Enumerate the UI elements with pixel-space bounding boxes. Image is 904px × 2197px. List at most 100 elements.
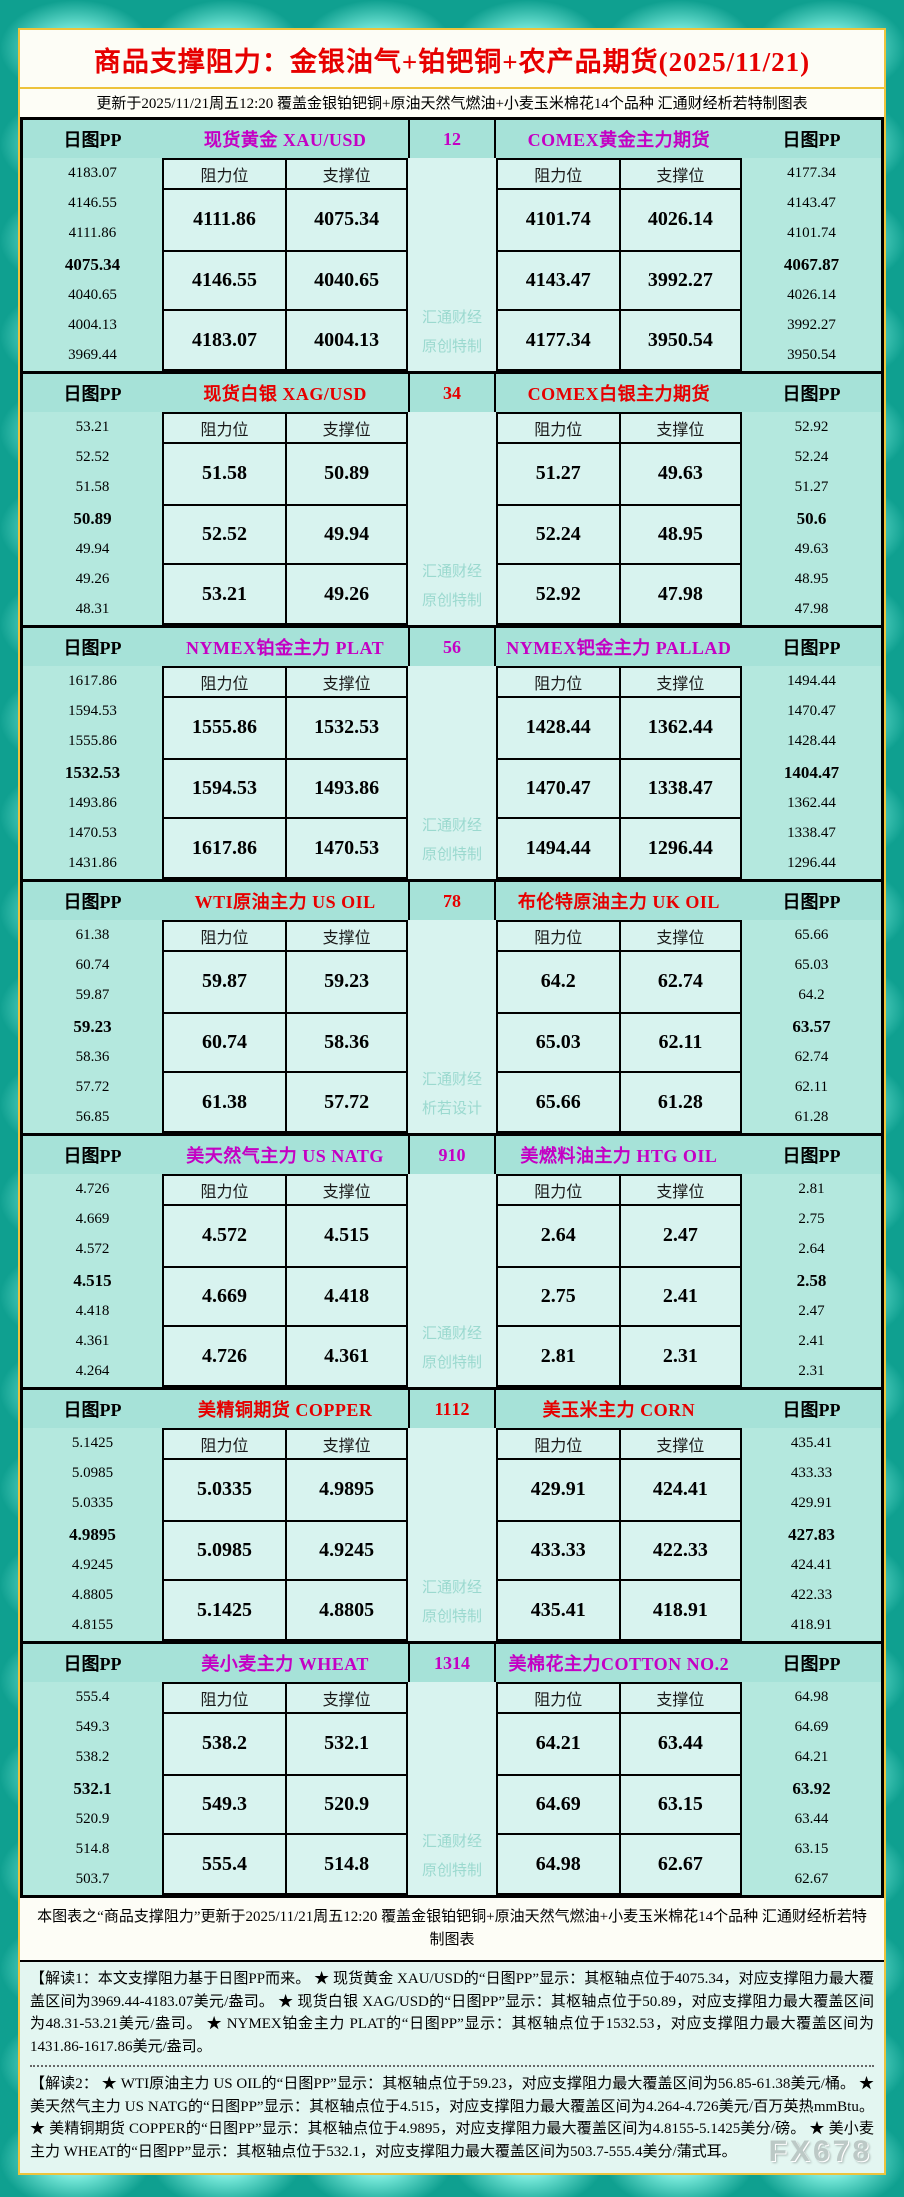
resistance-header: 阻力位 bbox=[200, 1438, 249, 1455]
pp-level-value: 61.28 bbox=[794, 1109, 829, 1126]
section-body: 4183.07 4146.55 4111.86 4075.34 4040.65 4004.… bbox=[23, 158, 881, 371]
watermark-line-2: 原创特制 bbox=[421, 592, 482, 609]
level-row: 52.24 48.95 bbox=[497, 503, 740, 564]
interpretation-box: 【解读1：本文支撑阻力基于日图PP而来。 ★ 现货黄金 XAU/USD的“日图P… bbox=[20, 1960, 884, 2173]
pp-level-value: 59.87 bbox=[75, 986, 110, 1003]
pp-level-value: 1296.44 bbox=[787, 855, 836, 872]
support-value: 422.33 bbox=[618, 1521, 740, 1580]
pp-level-value: 2.41 bbox=[798, 1333, 825, 1350]
pp-level-value: 514.8 bbox=[75, 1841, 110, 1858]
levels-table-header: 阻力位 支撑位 bbox=[497, 922, 740, 952]
support-value: 2.41 bbox=[618, 1267, 740, 1326]
pp-level-value: 4026.14 bbox=[787, 287, 836, 304]
section-header-band: 日图PP 美小麦主力 WHEAT 13 14 美棉花主力COTTON NO.2 … bbox=[23, 1644, 881, 1682]
support-value: 48.95 bbox=[618, 505, 740, 564]
level-row: 51.58 50.89 bbox=[164, 444, 406, 504]
resistance-header: 阻力位 bbox=[534, 422, 583, 439]
instrument-title-right: 美燃料油主力 HTG OIL bbox=[520, 1146, 718, 1166]
pp-levels-right: 65.66 65.03 64.2 63.57 62.74 62.11 61.28 bbox=[741, 920, 881, 1133]
resistance-value: 60.74 bbox=[202, 1030, 248, 1053]
watermark-cell: 汇通财经 析若设计 bbox=[408, 920, 496, 1133]
pp-level-value: 4.361 bbox=[75, 1333, 110, 1350]
resistance-value: 2.81 bbox=[540, 1344, 576, 1367]
pp-pivot-value: 4.9895 bbox=[69, 1524, 116, 1544]
support-value: 63.15 bbox=[618, 1775, 740, 1834]
commodity-section: 日图PP WTI原油主力 US OIL 7 8 布伦特原油主力 UK OIL 日… bbox=[23, 879, 881, 1133]
pp-level-value: 48.95 bbox=[794, 571, 829, 588]
resistance-value: 1594.53 bbox=[192, 776, 258, 799]
resistance-header: 阻力位 bbox=[200, 422, 249, 439]
section-index-numbers: 3 4 bbox=[408, 374, 496, 412]
support-value: 514.8 bbox=[285, 1835, 406, 1893]
commodity-section: 日图PP 美小麦主力 WHEAT 13 14 美棉花主力COTTON NO.2 … bbox=[23, 1641, 881, 1895]
resistance-value: 5.1425 bbox=[197, 1598, 253, 1621]
pp-level-value: 52.92 bbox=[794, 418, 829, 435]
pp-pivot-value: 4075.34 bbox=[64, 254, 121, 274]
level-row: 4.572 4.515 bbox=[164, 1206, 406, 1266]
support-header: 支撑位 bbox=[285, 668, 406, 696]
support-value: 1470.53 bbox=[285, 819, 406, 877]
pp-levels-right: 2.81 2.75 2.64 2.58 2.47 2.41 2.31 bbox=[741, 1174, 881, 1387]
pp-pivot-value: 2.58 bbox=[796, 1270, 827, 1290]
pp-pivot-value: 4067.87 bbox=[783, 254, 840, 274]
pp-pivot-value: 59.23 bbox=[73, 1016, 112, 1036]
pp-level-value: 3969.44 bbox=[68, 347, 117, 364]
pp-level-value: 1431.86 bbox=[68, 855, 117, 872]
section-index-numbers: 5 6 bbox=[408, 628, 496, 666]
index-number-right: 14 bbox=[451, 1652, 470, 1673]
resistance-header: 阻力位 bbox=[200, 930, 249, 947]
brand-watermark-text: 汇通财经 原创特制 bbox=[422, 558, 482, 625]
section-header-band: 日图PP NYMEX铂金主力 PLAT 5 6 NYMEX钯金主力 PALLAD… bbox=[23, 628, 881, 666]
pp-levels-left: 53.21 52.52 51.58 50.89 49.94 49.26 48.31 bbox=[23, 412, 162, 625]
index-number-right: 8 bbox=[451, 890, 461, 911]
support-header: 支撑位 bbox=[285, 1430, 406, 1458]
section-body: 53.21 52.52 51.58 50.89 49.94 49.26 48.31 阻力位 … bbox=[23, 412, 881, 625]
watermark-line-2: 原创特制 bbox=[421, 1862, 482, 1879]
pp-level-value: 63.44 bbox=[794, 1811, 829, 1828]
resistance-value: 1494.44 bbox=[525, 836, 591, 859]
pp-pivot-value: 50.89 bbox=[73, 508, 112, 528]
section-body: 1617.86 1594.53 1555.86 1532.53 1493.86 1470.… bbox=[23, 666, 881, 879]
watermark-line-2: 原创特制 bbox=[421, 338, 482, 355]
resistance-value: 538.2 bbox=[202, 1732, 248, 1755]
commodity-section: 日图PP NYMEX铂金主力 PLAT 5 6 NYMEX钯金主力 PALLAD… bbox=[23, 625, 881, 879]
level-row: 2.64 2.47 bbox=[498, 1206, 740, 1266]
levels-rows-left: 5.0335 4.9895 5.0985 4.9245 5.1425 4.8805 bbox=[163, 1460, 407, 1639]
pp-level-value: 62.74 bbox=[794, 1049, 829, 1066]
support-value: 4040.65 bbox=[285, 251, 406, 310]
section-index-numbers: 11 12 bbox=[408, 1390, 496, 1428]
resistance-value: 52.52 bbox=[202, 522, 248, 545]
pp-pivot-value: 1532.53 bbox=[64, 762, 121, 782]
support-value: 2.47 bbox=[618, 1206, 740, 1266]
pp-level-value: 1494.44 bbox=[787, 672, 836, 689]
index-number-right: 6 bbox=[451, 636, 461, 657]
support-header: 支撑位 bbox=[285, 414, 406, 442]
pp-level-value: 2.75 bbox=[798, 1210, 825, 1227]
levels-table-right: 阻力位 支撑位 4101.74 4026.14 4143.47 3992.27 4177… bbox=[495, 158, 742, 371]
levels-table-header: 阻力位 支撑位 bbox=[163, 414, 407, 444]
section-header-band: 日图PP 现货白银 XAG/USD 3 4 COMEX白银主力期货 日图PP bbox=[23, 374, 881, 412]
pp-header-right: 日图PP bbox=[782, 1146, 841, 1166]
support-value: 58.36 bbox=[285, 1013, 406, 1072]
dotted-separator bbox=[30, 2065, 874, 2067]
levels-rows-left: 51.58 50.89 52.52 49.94 53.21 49.26 bbox=[163, 444, 407, 623]
pp-level-value: 4143.47 bbox=[787, 194, 836, 211]
level-row: 538.2 532.1 bbox=[164, 1714, 406, 1774]
resistance-header: 阻力位 bbox=[534, 1184, 583, 1201]
resistance-value: 59.87 bbox=[202, 970, 248, 993]
levels-rows-left: 4.572 4.515 4.669 4.418 4.726 4.361 bbox=[163, 1206, 407, 1385]
instrument-title-right: 美玉米主力 CORN bbox=[542, 1400, 696, 1420]
pp-level-value: 4146.55 bbox=[68, 194, 117, 211]
resistance-value: 2.64 bbox=[540, 1224, 576, 1247]
watermark-cell: 汇通财经 原创特制 bbox=[408, 412, 496, 625]
commodity-section: 日图PP 美天然气主力 US NATG 9 10 美燃料油主力 HTG OIL … bbox=[23, 1133, 881, 1387]
pp-level-value: 3950.54 bbox=[787, 347, 836, 364]
resistance-header: 阻力位 bbox=[200, 168, 249, 185]
pp-level-value: 56.85 bbox=[75, 1109, 110, 1126]
pp-header-right: 日图PP bbox=[782, 1400, 841, 1420]
pp-level-value: 4.669 bbox=[75, 1210, 110, 1227]
support-value: 49.63 bbox=[618, 444, 740, 504]
level-row: 4.726 4.361 bbox=[163, 1325, 407, 1385]
pp-level-value: 4.9245 bbox=[71, 1557, 114, 1574]
index-number-left: 13 bbox=[433, 1652, 452, 1673]
